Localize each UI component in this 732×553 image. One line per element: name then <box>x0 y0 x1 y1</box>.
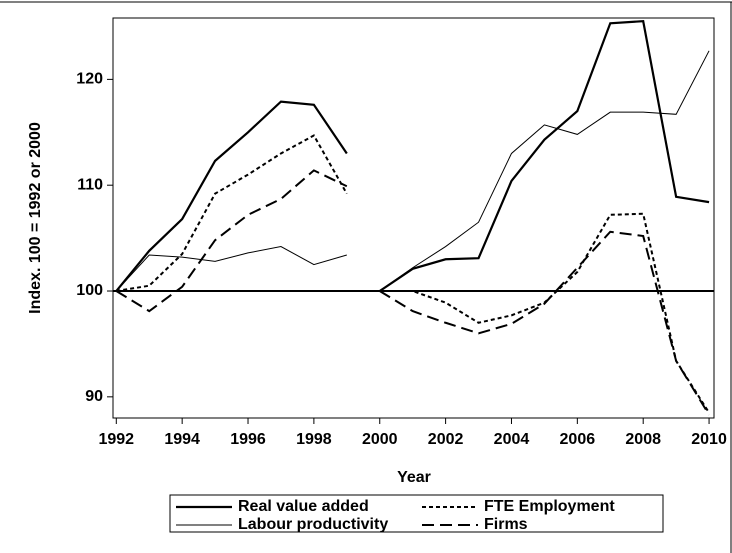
x-tick-label: 2004 <box>494 431 530 448</box>
x-axis-label: Year <box>397 469 431 486</box>
series-line <box>115 169 348 313</box>
series-line <box>115 100 348 292</box>
series-line <box>116 134 348 293</box>
y-tick-label: 90 <box>85 388 103 405</box>
y-axis-label: Index. 100 = 1992 or 2000 <box>27 122 44 314</box>
legend-box <box>169 494 664 533</box>
y-tick-label: 100 <box>76 282 103 299</box>
legend-label: Real value added <box>238 498 369 515</box>
plot-frame <box>112 17 715 419</box>
series-line <box>379 212 710 414</box>
series-line <box>379 20 710 292</box>
x-tick-label: 1996 <box>230 431 266 448</box>
series-line <box>115 246 347 292</box>
x-tick-label: 1998 <box>296 431 332 448</box>
series-line <box>379 230 710 416</box>
legend-label: Labour productivity <box>238 516 388 533</box>
x-tick-label: 1992 <box>98 431 134 448</box>
x-tick-label: 2008 <box>625 431 661 448</box>
x-tick-label: 1994 <box>164 431 200 448</box>
legend-label: Firms <box>484 516 528 533</box>
x-tick-label: 2000 <box>362 431 398 448</box>
y-tick-label: 120 <box>76 71 103 88</box>
x-tick-label: 2010 <box>691 431 727 448</box>
x-tick-label: 2006 <box>560 431 596 448</box>
series-line <box>379 50 710 292</box>
x-tick-label: 2002 <box>428 431 464 448</box>
legend-label: FTE Employment <box>484 498 615 515</box>
y-tick-label: 110 <box>77 176 103 193</box>
